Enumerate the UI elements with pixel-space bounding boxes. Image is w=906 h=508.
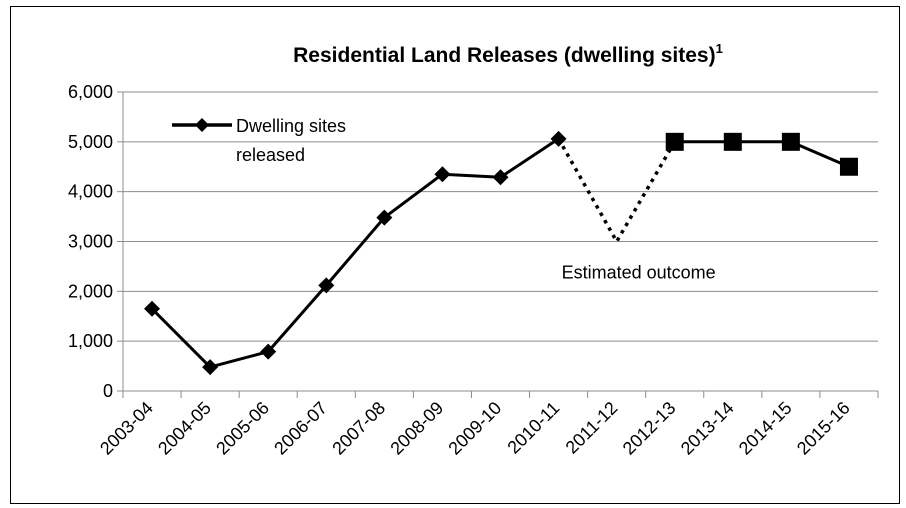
- data-point-diamond: [492, 169, 509, 186]
- data-point-diamond: [202, 359, 219, 376]
- x-tick-label: 2011-12: [562, 398, 622, 458]
- series-line-3: [674, 140, 850, 169]
- y-tick-label: 0: [103, 381, 113, 401]
- data-point-square: [839, 157, 858, 176]
- x-tick-label: 2003-04: [96, 398, 157, 459]
- x-tick-label: 2004-05: [154, 398, 215, 459]
- x-tick-label: 2009-10: [444, 398, 505, 459]
- x-tick-label: 2006-07: [270, 398, 331, 459]
- y-tick-label: 3,000: [68, 232, 113, 252]
- series-layer: [144, 130, 858, 376]
- series-line-2: [557, 137, 677, 244]
- data-point-diamond: [144, 300, 161, 317]
- x-tick-label: 2012-13: [619, 398, 680, 459]
- y-tick-label: 1,000: [68, 331, 113, 351]
- data-point-diamond: [318, 277, 335, 294]
- x-tick-label: 2014-15: [735, 398, 796, 459]
- x-tick-label: 2007-08: [328, 398, 389, 459]
- y-tick-label: 2,000: [68, 281, 113, 301]
- chart-frame: [10, 6, 900, 504]
- legend-label: Dwelling sites released: [236, 116, 346, 165]
- data-point-square: [723, 132, 742, 151]
- chart-title: Residential Land Releases (dwelling site…: [293, 41, 723, 67]
- data-point-diamond: [434, 166, 451, 183]
- data-point-square: [781, 132, 800, 151]
- legend: Dwelling sites released: [172, 116, 346, 165]
- x-tick-label: 2005-06: [212, 398, 273, 459]
- data-point-diamond: [260, 343, 277, 360]
- x-tick-label: 2010-11: [503, 398, 563, 458]
- x-tick-label: 2008-09: [386, 398, 447, 459]
- legend-label-line-2: released: [236, 145, 305, 165]
- annotation-estimated-outcome: Estimated outcome: [562, 263, 716, 283]
- y-tick-label: 6,000: [68, 82, 113, 102]
- y-tick-label: 4,000: [68, 182, 113, 202]
- legend-marker: [195, 118, 209, 132]
- y-tick-label: 5,000: [68, 132, 113, 152]
- x-tick-label: 2013-14: [677, 398, 738, 459]
- data-point-square: [665, 132, 684, 151]
- x-tick-label: 2015-16: [793, 398, 854, 459]
- series-line-1: [150, 137, 560, 369]
- legend-label-line-1: Dwelling sites: [236, 116, 346, 136]
- data-point-diamond: [376, 209, 393, 226]
- axes: 01,0002,0003,0004,0005,0006,0002003-0420…: [68, 82, 879, 459]
- gridlines: [123, 91, 878, 342]
